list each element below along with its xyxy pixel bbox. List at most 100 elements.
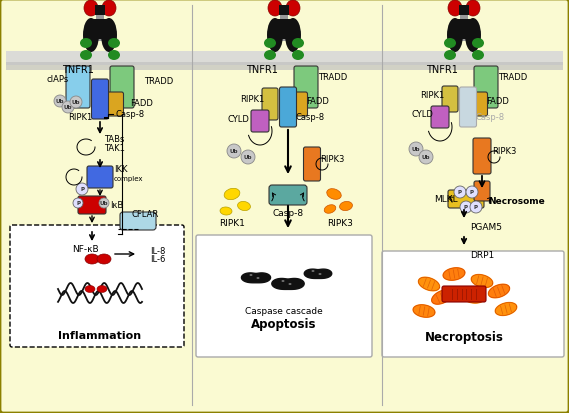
Bar [275,20,293,40]
Ellipse shape [108,51,120,61]
Bar [95,6,105,16]
Ellipse shape [340,202,352,211]
FancyBboxPatch shape [87,166,113,189]
FancyBboxPatch shape [10,225,184,347]
Text: RIPK3: RIPK3 [327,219,353,228]
Text: RIPK1: RIPK1 [68,113,92,122]
Ellipse shape [97,286,107,293]
FancyBboxPatch shape [66,67,90,109]
Ellipse shape [84,1,98,17]
Ellipse shape [466,1,480,17]
FancyBboxPatch shape [120,212,156,230]
Ellipse shape [220,207,232,216]
Circle shape [73,199,83,209]
Ellipse shape [101,19,117,53]
Text: CYLD: CYLD [228,115,250,124]
Text: DRP1: DRP1 [470,251,494,260]
Ellipse shape [288,283,291,285]
Circle shape [460,202,472,214]
Ellipse shape [472,51,484,61]
Ellipse shape [324,205,336,214]
Bar [279,6,289,16]
FancyBboxPatch shape [262,89,278,121]
Text: RIPK1: RIPK1 [219,219,245,228]
FancyBboxPatch shape [78,197,106,214]
Text: Casp-8: Casp-8 [476,113,505,122]
Text: TNFR1: TNFR1 [246,65,278,75]
Text: Ub: Ub [422,155,430,160]
FancyBboxPatch shape [442,87,458,113]
FancyBboxPatch shape [473,139,491,175]
Text: MLKL: MLKL [434,195,457,204]
Text: complex: complex [114,176,143,182]
Circle shape [70,97,82,109]
Ellipse shape [85,286,95,293]
Text: TABs: TABs [104,135,125,144]
Text: Necroptosis: Necroptosis [424,331,504,344]
FancyBboxPatch shape [92,80,109,120]
Polygon shape [272,279,304,290]
Text: TRADD: TRADD [318,74,347,82]
Text: P: P [458,190,462,195]
Text: Inflammation: Inflammation [59,330,142,340]
Ellipse shape [80,39,92,49]
Ellipse shape [448,1,462,17]
Ellipse shape [267,19,283,53]
Bar [6,52,563,66]
Polygon shape [488,285,509,298]
Ellipse shape [327,189,341,200]
Ellipse shape [102,1,116,17]
Text: P: P [474,205,478,210]
Text: Ub: Ub [64,105,72,110]
Ellipse shape [237,202,250,211]
Circle shape [466,187,478,199]
Polygon shape [413,305,435,318]
Ellipse shape [80,51,92,61]
FancyBboxPatch shape [448,190,484,209]
Text: cIAPs: cIAPs [46,75,68,84]
Text: P: P [80,187,84,192]
Ellipse shape [85,254,99,264]
Text: Apoptosis: Apoptosis [251,318,317,331]
Ellipse shape [282,280,284,282]
Circle shape [99,199,109,209]
FancyBboxPatch shape [269,185,307,206]
Bar [91,20,109,40]
Ellipse shape [83,19,99,53]
Bar [460,14,468,42]
Text: CFLAR: CFLAR [132,210,159,219]
Text: Ub: Ub [72,100,80,105]
Ellipse shape [268,1,282,17]
Text: FADD: FADD [306,97,329,106]
Polygon shape [304,269,332,279]
Ellipse shape [264,51,276,61]
Bar [6,63,563,71]
Polygon shape [241,273,270,283]
Text: Ub: Ub [412,147,420,152]
Ellipse shape [447,19,463,53]
Text: P: P [76,201,80,206]
Ellipse shape [224,189,240,200]
Ellipse shape [472,39,484,49]
Ellipse shape [311,271,315,272]
Text: Ub: Ub [244,155,252,160]
Text: TNFR1: TNFR1 [426,65,458,75]
Circle shape [241,151,255,165]
Ellipse shape [465,19,481,53]
Text: Casp-8: Casp-8 [115,110,144,119]
Text: PGAM5: PGAM5 [470,223,502,232]
Ellipse shape [286,1,300,17]
FancyBboxPatch shape [251,111,269,133]
Text: IκB: IκB [110,201,123,210]
FancyBboxPatch shape [474,67,498,109]
Text: Caspase cascade: Caspase cascade [245,307,323,316]
FancyBboxPatch shape [279,88,296,128]
Polygon shape [418,278,439,291]
Circle shape [76,183,88,195]
Text: TAK1: TAK1 [104,144,125,153]
Ellipse shape [292,51,304,61]
FancyBboxPatch shape [474,182,490,202]
FancyBboxPatch shape [303,147,320,182]
Ellipse shape [285,19,301,53]
Text: FADD: FADD [130,99,153,108]
